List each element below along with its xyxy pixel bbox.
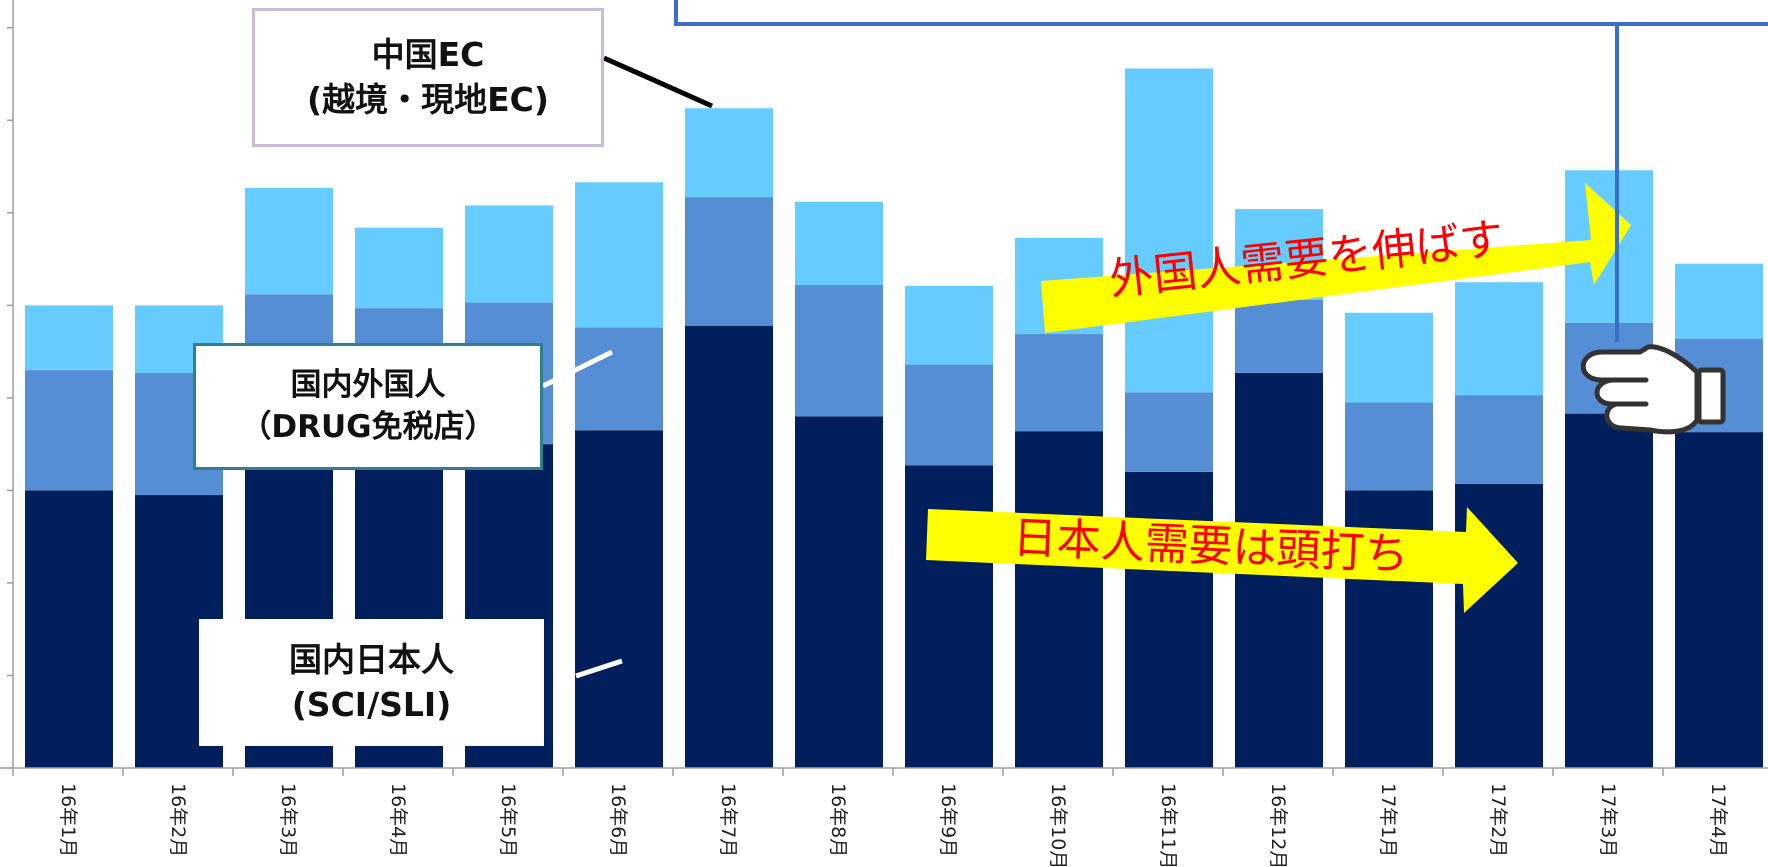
japanese-callout-subtitle: (SCI/SLI)	[291, 684, 452, 724]
bar-segment-series1-11	[1235, 299, 1323, 373]
x-tick-label-11: 16年12月	[1267, 783, 1289, 867]
ec-leader-line	[602, 55, 714, 109]
x-tick-label-6: 16年7月	[717, 783, 739, 857]
foreign-callout-box: 国内外国人 （DRUG免税店）	[193, 343, 543, 470]
x-tick-label-3: 16年4月	[387, 783, 409, 857]
bar-segment-series0-10	[1125, 471, 1213, 768]
bar-segment-series1-8	[905, 364, 993, 466]
x-tick-label-13: 17年2月	[1487, 783, 1509, 857]
bar-segment-series0-15	[1675, 432, 1763, 768]
bar-segment-series0-0	[25, 490, 113, 768]
x-tick-label-8: 16年9月	[937, 783, 959, 857]
bar-segment-series2-5	[575, 182, 663, 328]
ec-callout-subtitle: (越境・現地EC)	[307, 79, 549, 119]
x-tick-label-7: 16年8月	[827, 783, 849, 857]
foreign-callout-subtitle: （DRUG免税店）	[240, 408, 496, 445]
x-tick-label-4: 16年5月	[497, 783, 519, 857]
bar-segment-series0-9	[1015, 431, 1103, 768]
ec-callout-box: 中国EC (越境・現地EC)	[252, 8, 604, 147]
bar-segment-series2-6	[685, 108, 773, 198]
bar-segment-series2-13	[1455, 282, 1543, 396]
ec-callout-title: 中国EC	[371, 34, 485, 74]
bar-segment-series1-9	[1015, 334, 1103, 432]
x-tick-label-15: 17年4月	[1707, 783, 1729, 857]
x-tick-label-2: 16年3月	[277, 783, 299, 857]
bar-segment-series0-5	[575, 430, 663, 768]
bar-segment-series2-12	[1345, 312, 1433, 403]
japanese-callout-title: 国内日本人	[289, 639, 454, 679]
bar-segment-series2-7	[795, 201, 883, 285]
x-tick-label-1: 16年2月	[167, 783, 189, 857]
bar-segment-series1-7	[795, 284, 883, 417]
bar-segment-series0-6	[685, 325, 773, 768]
x-tick-label-10: 16年11月	[1157, 783, 1179, 867]
bar-segment-series1-10	[1125, 392, 1213, 472]
bar-segment-series2-10	[1125, 68, 1213, 393]
bar-segment-series1-0	[25, 370, 113, 491]
bar-segment-series2-4	[465, 205, 553, 303]
x-tick-label-12: 17年1月	[1377, 783, 1399, 857]
x-tick-labels: 16年1月 16年2月 16年3月 16年4月 16年5月 16年6月 16年7月 16年8月…	[57, 783, 1729, 867]
bar-segment-series1-5	[575, 327, 663, 431]
japanese-callout-box: 国内日本人 (SCI/SLI)	[199, 619, 544, 746]
foreign-callout-title: 国内外国人	[290, 366, 446, 403]
x-tick-label-5: 16年6月	[607, 783, 629, 857]
x-tick-label-9: 16年10月	[1047, 783, 1069, 867]
pointing-hand-icon	[1580, 344, 1726, 435]
bar-segment-series1-6	[685, 197, 773, 326]
bar-segment-series1-12	[1345, 402, 1433, 491]
top-banner-frame	[674, 0, 1768, 26]
bar-segment-series2-2	[245, 187, 333, 295]
bar-segment-series2-3	[355, 227, 443, 309]
bar-segment-series0-14	[1565, 413, 1653, 768]
foreign-leader-line	[541, 349, 614, 389]
x-tick-label-14: 17年3月	[1597, 783, 1619, 857]
bar-segment-series2-0	[25, 305, 113, 371]
bar-segment-series0-7	[795, 416, 883, 768]
japanese-leader-line	[575, 658, 623, 679]
bar-segment-series1-13	[1455, 395, 1543, 484]
bar-segment-series2-15	[1675, 263, 1763, 339]
japanese-demand-arrow-shape	[926, 507, 1518, 613]
foreign-demand-arrow-shape	[1041, 183, 1631, 333]
axes-layer	[0, 0, 1768, 776]
x-tick-label-0: 16年1月	[57, 783, 79, 857]
bar-segment-series2-8	[905, 285, 993, 365]
